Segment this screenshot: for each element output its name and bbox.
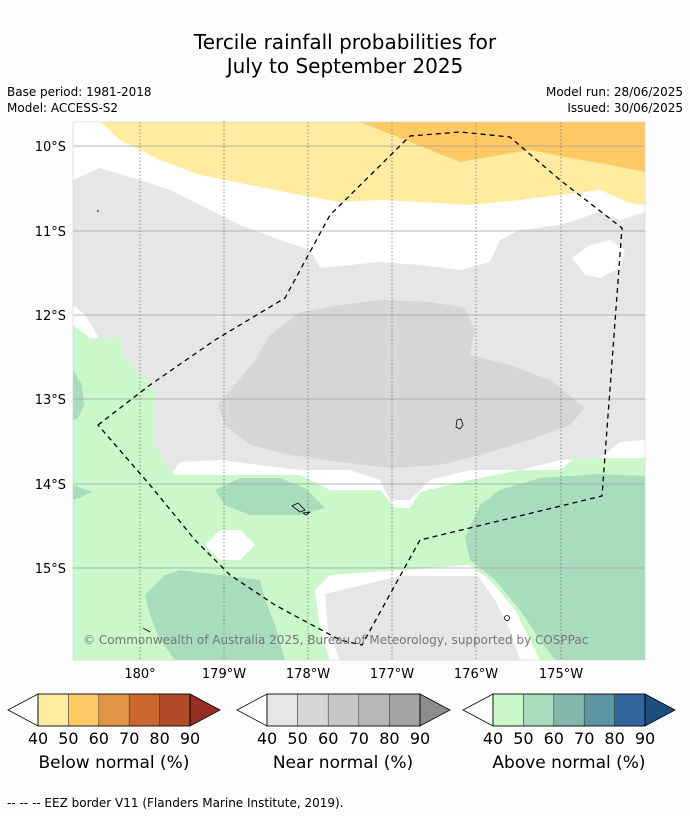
colorbar-1-tick-4: 80 (379, 729, 399, 748)
colorbar-0-segment-0 (37, 693, 69, 727)
colorbar-0-segment-3 (128, 693, 160, 727)
lat-label-15s: 15°S (35, 562, 66, 577)
lat-gridlines (73, 145, 645, 569)
colorbar-2-tick-4: 80 (604, 729, 624, 748)
colorbar-0-tick-5: 90 (180, 729, 200, 748)
colorbar-0-tick-4: 80 (149, 729, 169, 748)
chart-title: Tercile rainfall probabilities for July … (0, 30, 690, 78)
colorbar-0-tick-2: 60 (89, 729, 109, 748)
lat-label-12s: 12°S (35, 309, 66, 324)
colorbar-2-tick-2: 60 (544, 729, 564, 748)
colorbar-1-tick-5: 90 (410, 729, 430, 748)
above-normal-50-region-1 (215, 478, 325, 515)
colorbar-2-left-tip (462, 693, 494, 727)
colorbar-0-right-tip (189, 693, 221, 727)
colorbar-1-segment-4 (389, 693, 421, 727)
above-normal-50-region-3 (465, 474, 645, 660)
near-normal-40-patch (325, 576, 520, 660)
colorbar-2-segment-3 (583, 693, 615, 727)
meta-right: Model run: 28/06/2025 Issued: 30/06/2025 (546, 84, 683, 116)
colorbar-1-segment-2 (327, 693, 360, 727)
colorbar-1-frame (266, 693, 421, 727)
island-3 (504, 615, 510, 621)
meta-left: Base period: 1981-2018 Model: ACCESS-S2 (7, 84, 152, 116)
colorbar-0-tick-1: 50 (58, 729, 78, 748)
colorbar-2-frame (492, 693, 646, 727)
colorbar-2-segment-2 (553, 693, 585, 727)
no-dominant-patch-2 (205, 530, 255, 560)
above-normal-50-region-5 (73, 485, 92, 500)
lon-label-175w: 175°W (539, 667, 583, 682)
colorbar-0-frame (37, 693, 191, 727)
map-fields: © Commonwealth of Australia 2025, Bureau… (73, 122, 645, 660)
issued-date: Issued: 30/06/2025 (567, 101, 683, 115)
eez-border (97, 131, 623, 646)
lat-label-10s: 10°S (35, 140, 66, 155)
colorbar-2-tick-1: 50 (513, 729, 533, 748)
title-line-1: Tercile rainfall probabilities for (193, 30, 497, 54)
colorbar-1-tick-0: 40 (257, 729, 277, 748)
title-line-2: July to September 2025 (226, 54, 464, 78)
colorbar-0-segment-2 (98, 693, 130, 727)
colorbar-1-right-tip (419, 693, 451, 727)
colorbar-1-tick-2: 60 (318, 729, 338, 748)
island-2 (291, 502, 311, 516)
colorbar-2-tick-0: 40 (483, 729, 503, 748)
colorbar-below-normal: 40 50 60 70 80 90 (7, 693, 221, 748)
island-4 (97, 210, 99, 212)
colorbar-0-left-tip (7, 693, 39, 727)
colorbar-2-right-tip (644, 693, 676, 727)
island-1 (455, 418, 464, 430)
colorbar-2-tick-3: 70 (574, 729, 594, 748)
lon-label-176w: 176°W (454, 667, 498, 682)
colorbar-2-tick-5: 90 (635, 729, 655, 748)
island-5 (142, 627, 151, 633)
colorbar-2-segment-0 (492, 693, 524, 727)
colorbar-1-tick-3: 70 (349, 729, 369, 748)
colorbar-above-label: Above normal (%) (492, 753, 646, 773)
copyright-text: © Commonwealth of Australia 2025, Bureau… (83, 633, 588, 647)
colorbar-0-tick-0: 40 (28, 729, 48, 748)
lon-label-180: 180° (124, 667, 155, 682)
colorbar-0-tick-3: 70 (119, 729, 139, 748)
lat-label-14s: 14°S (35, 478, 66, 493)
model-name: Model: ACCESS-S2 (7, 101, 119, 115)
no-dominant-patch (572, 240, 625, 278)
colorbar-0-segment-4 (159, 693, 191, 727)
colorbar-2-segment-1 (523, 693, 555, 727)
colorbar-below-label: Below normal (%) (38, 753, 190, 773)
lon-gridlines (139, 122, 562, 660)
lon-labels: 180° 179°W 178°W 177°W 176°W 175°W (124, 667, 583, 682)
base-period: Base period: 1981-2018 (7, 85, 152, 99)
colorbar-above-normal: 40 50 60 70 80 90 (462, 693, 676, 748)
colorbar-1-tick-1: 50 (287, 729, 307, 748)
lat-label-13s: 13°S (35, 393, 66, 408)
above-normal-50-region-2 (145, 570, 285, 660)
lat-label-11s: 11°S (35, 225, 66, 240)
colorbar-1-left-tip (236, 693, 268, 727)
colorbar-2-segment-4 (614, 693, 646, 727)
colorbar-1-segment-0 (266, 693, 298, 727)
model-run: Model run: 28/06/2025 (545, 85, 683, 99)
footer-note: -- -- -- EEZ border V11 (Flanders Marine… (7, 796, 344, 810)
colorbar-near-normal: 40 50 60 70 80 90 (236, 693, 451, 748)
above-normal-50-region-4 (73, 370, 84, 420)
lon-label-178w: 178°W (286, 667, 330, 682)
map-frame (72, 121, 646, 661)
lon-label-179w: 179°W (202, 667, 246, 682)
colorbar-near-label: Near normal (%) (272, 753, 414, 773)
colorbar-0-segment-1 (68, 693, 100, 727)
colorbar-1-segment-3 (358, 693, 390, 727)
lon-label-177w: 177°W (370, 667, 414, 682)
lat-labels: 10°S 11°S 12°S 13°S 14°S 15°S (35, 140, 66, 577)
colorbar-1-segment-1 (297, 693, 329, 727)
near-normal-50-region (218, 300, 585, 468)
